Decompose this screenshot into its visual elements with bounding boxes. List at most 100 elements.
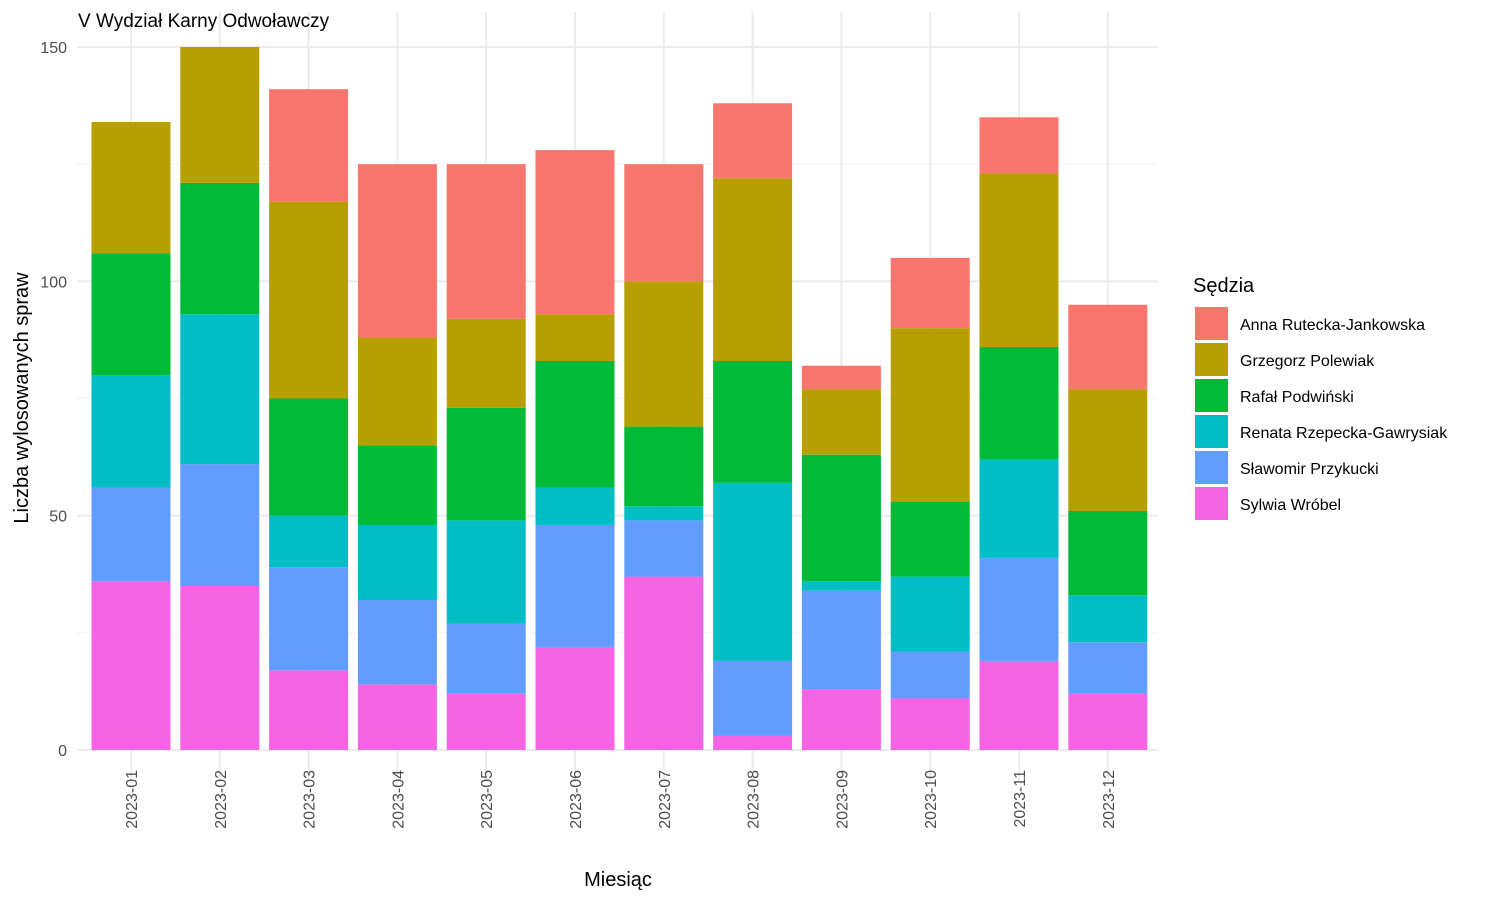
y-axis-label: Liczba wylosowanych spraw — [11, 272, 33, 524]
x-tick-label: 2023-04 — [390, 770, 407, 829]
legend-key — [1195, 415, 1228, 448]
chart-title: V Wydział Karny Odwoławczy — [78, 11, 330, 32]
x-tick-label: 2023-03 — [302, 770, 319, 829]
bar-segment — [979, 117, 1059, 174]
y-tick-label: 0 — [58, 743, 67, 760]
bar-segment — [979, 173, 1059, 347]
bar-segment — [801, 454, 881, 582]
bar-segment — [801, 590, 881, 690]
bar-segment — [91, 375, 171, 488]
bar-segment — [801, 689, 881, 750]
y-tick-label: 50 — [49, 509, 67, 526]
x-tick-label: 2023-09 — [834, 770, 851, 829]
legend-key — [1195, 451, 1228, 484]
legend-label: Renata Rzepecka-Gawrysiak — [1240, 425, 1448, 442]
bar-segment — [1068, 304, 1148, 390]
bar-segment — [713, 178, 793, 362]
bar-segment — [180, 464, 260, 586]
legend-label: Sylwia Wróbel — [1240, 497, 1341, 514]
bar-segment — [269, 670, 349, 750]
bar-segment — [890, 651, 970, 699]
bar-segment — [357, 525, 437, 601]
bar-segment — [713, 103, 793, 179]
bar-segment — [535, 525, 615, 647]
bar-segment — [890, 328, 970, 502]
x-tick-label: 2023-07 — [657, 770, 674, 829]
bar-segment — [535, 646, 615, 750]
bars — [91, 47, 1148, 750]
bar-segment — [180, 182, 260, 315]
bar-segment — [446, 407, 526, 521]
bar-segment — [890, 257, 970, 329]
bar-segment — [890, 501, 970, 577]
legend-label: Grzegorz Polewiak — [1240, 353, 1375, 370]
bar-segment — [535, 314, 615, 362]
bar-segment — [180, 314, 260, 465]
bar-segment — [357, 337, 437, 446]
legend-label: Sławomir Przykucki — [1240, 461, 1379, 478]
bar-segment — [1068, 642, 1148, 694]
x-tick-label: 2023-01 — [124, 770, 141, 829]
legend-label: Anna Rutecka-Jankowska — [1240, 317, 1425, 334]
legend-key — [1195, 487, 1228, 520]
axis-labels: 0 50 100 150 2023-01 2023-02 2023-03 2023-04 202… — [40, 40, 1118, 829]
bar-segment — [446, 623, 526, 694]
bar-segment — [1068, 693, 1148, 750]
bar-segment — [357, 445, 437, 526]
bar-segment — [624, 281, 704, 427]
bar-segment — [269, 201, 349, 399]
bar-segment — [713, 735, 793, 750]
bar-segment — [180, 47, 260, 183]
bar-segment — [979, 459, 1059, 558]
bar-segment — [269, 567, 349, 671]
bar-segment — [446, 693, 526, 750]
bar-segment — [91, 581, 171, 750]
x-tick-label: 2023-06 — [568, 770, 585, 829]
bar-segment — [979, 660, 1059, 750]
bar-segment — [1068, 510, 1148, 596]
bar-segment — [801, 389, 881, 455]
bar-segment — [91, 121, 171, 254]
x-tick-label: 2023-11 — [1012, 770, 1029, 828]
bar-segment — [91, 253, 171, 376]
bar-segment — [91, 487, 171, 582]
bar-segment — [624, 164, 704, 282]
bar-segment — [890, 576, 970, 652]
bar-segment — [269, 89, 349, 202]
bar-segment — [801, 365, 881, 390]
x-tick-label: 2023-02 — [213, 770, 230, 829]
legend: Sędzia Anna Rutecka-Jankowska Grzegorz Po… — [1193, 275, 1448, 520]
y-tick-label: 150 — [40, 40, 67, 57]
legend-title: Sędzia — [1193, 275, 1255, 297]
bar-segment — [446, 318, 526, 408]
x-tick-label: 2023-12 — [1101, 770, 1118, 829]
x-tick-label: 2023-08 — [746, 770, 763, 829]
x-tick-label: 2023-05 — [479, 770, 496, 829]
legend-key — [1195, 379, 1228, 412]
bar-segment — [269, 398, 349, 516]
bar-segment — [979, 557, 1059, 661]
bar-segment — [357, 600, 437, 685]
legend-label: Rafał Podwiński — [1240, 389, 1354, 406]
x-tick-label: 2023-10 — [923, 770, 940, 829]
bar-segment — [713, 361, 793, 483]
bar-segment — [624, 520, 704, 577]
bar-segment — [446, 520, 526, 624]
legend-key — [1195, 307, 1228, 340]
bar-segment — [624, 576, 704, 750]
bar-segment — [1068, 595, 1148, 643]
legend-items: Anna Rutecka-Jankowska Grzegorz Polewiak R… — [1195, 307, 1448, 520]
bar-segment — [624, 426, 704, 507]
bar-segment — [269, 515, 349, 568]
legend-key — [1195, 343, 1228, 376]
bar-segment — [535, 150, 615, 315]
bar-segment — [979, 346, 1059, 460]
bar-segment — [1068, 389, 1148, 511]
x-axis-label: Miesiąc — [584, 869, 652, 891]
bar-segment — [535, 487, 615, 526]
bar-segment — [624, 506, 704, 521]
bar-segment — [713, 482, 793, 661]
bar-segment — [890, 698, 970, 750]
